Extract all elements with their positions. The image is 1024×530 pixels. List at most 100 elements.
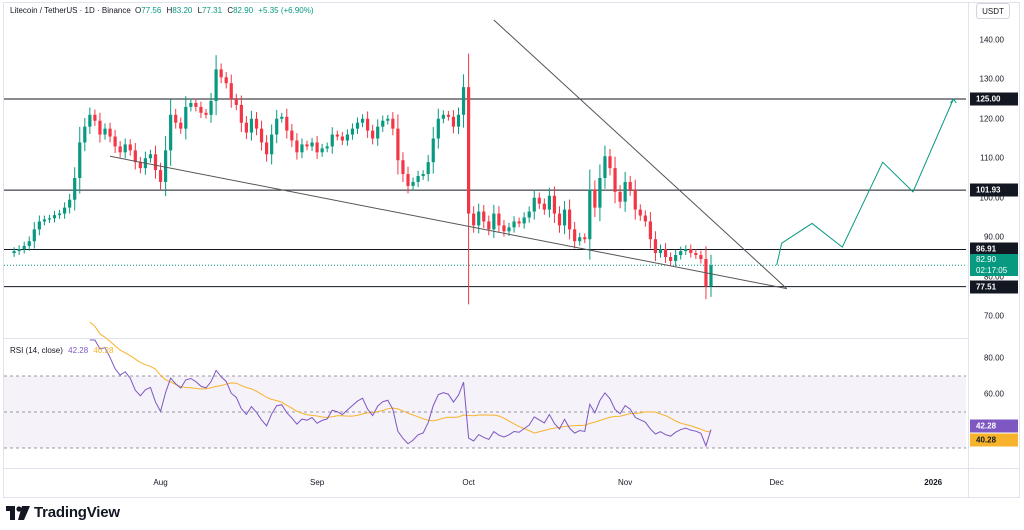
candle-body xyxy=(381,120,385,127)
candle-body xyxy=(350,128,355,135)
candle-body xyxy=(709,265,713,287)
candle-body xyxy=(148,154,153,159)
candle-body xyxy=(169,114,173,151)
candle-body xyxy=(461,87,466,115)
candle-body xyxy=(103,128,107,135)
candle-body xyxy=(219,69,223,78)
candle-body xyxy=(694,253,698,256)
candle-body xyxy=(259,128,264,143)
tradingview-logo-text: TradingView xyxy=(34,504,120,521)
rsi-ma-value: 40.28 xyxy=(93,346,114,355)
rsi-ma-line xyxy=(89,321,712,434)
rsi-tick-label: 80.00 xyxy=(983,353,1004,363)
last-price-value: 82.90 xyxy=(976,255,997,265)
candle-body xyxy=(209,100,213,115)
candle-body xyxy=(164,150,168,182)
candle-body xyxy=(633,189,637,210)
candle-body xyxy=(426,162,430,175)
candle-body xyxy=(406,174,410,186)
candle-body xyxy=(27,241,31,246)
candle-body xyxy=(194,102,198,107)
candle-body xyxy=(547,195,551,210)
candle-body xyxy=(517,221,521,224)
candle-body xyxy=(416,176,420,182)
candle-body xyxy=(68,199,72,208)
candle-body xyxy=(270,134,274,155)
candle-body xyxy=(608,156,612,169)
currency-button[interactable]: USDT xyxy=(976,3,1010,19)
last-price-label: 82.90 02:17:05 xyxy=(970,254,1018,277)
candle-body xyxy=(663,249,668,257)
candle-body xyxy=(674,255,678,261)
candle-body xyxy=(467,87,471,214)
candle-body xyxy=(593,189,597,208)
candle-body xyxy=(290,130,294,141)
price-tick-label: 130.00 xyxy=(979,74,1004,84)
candle-body xyxy=(52,215,57,219)
candle-body xyxy=(88,114,92,127)
candle-body xyxy=(451,116,456,127)
candle-body xyxy=(497,213,501,226)
candle-body xyxy=(679,251,683,256)
candle-body xyxy=(588,189,592,240)
pane-separator[interactable] xyxy=(3,338,968,339)
rsi-line xyxy=(89,339,712,448)
candle-body xyxy=(310,142,314,147)
candle-body xyxy=(174,114,178,123)
symbol-legend[interactable]: Litecoin / TetherUS · 1D · Binance O77.5… xyxy=(10,6,317,15)
rsi-title[interactable]: RSI (14, close) xyxy=(10,346,63,355)
candle-body xyxy=(401,160,405,175)
candle-body xyxy=(628,181,632,190)
candle-body xyxy=(204,112,208,115)
high-value: 83.20 xyxy=(172,6,193,15)
candle-body xyxy=(184,106,188,129)
rsi-ma-last-label: 40.28 xyxy=(970,433,1018,447)
tradingview-logo[interactable]: TradingView xyxy=(6,504,120,521)
candle-body xyxy=(613,168,617,192)
candle-body xyxy=(189,102,193,107)
time-tick-label: Oct xyxy=(462,478,475,487)
candle-body xyxy=(265,142,269,155)
candle-body xyxy=(285,116,289,131)
candle-body xyxy=(234,99,238,105)
candle-body xyxy=(138,162,142,169)
price-tick-label: 90.00 xyxy=(983,232,1004,242)
candle-body xyxy=(527,211,531,218)
price-axis-separator xyxy=(968,2,969,498)
time-tick-label: Aug xyxy=(153,478,168,487)
candle-body xyxy=(492,213,496,230)
countdown-value: 02:17:05 xyxy=(976,266,1008,276)
candle-body xyxy=(411,181,415,186)
rsi-tick-label: 60.00 xyxy=(983,389,1004,399)
candle-body xyxy=(22,245,26,250)
high-label: H xyxy=(166,6,173,15)
tradingview-logo-icon xyxy=(6,505,30,520)
candle-body xyxy=(57,213,62,216)
price-tick-label: 80.00 xyxy=(983,272,1004,282)
candle-body xyxy=(108,128,112,137)
candle-body xyxy=(340,136,344,141)
price-tick-label: 140.00 xyxy=(979,35,1004,45)
open-label: O xyxy=(135,6,142,15)
candle-body xyxy=(658,249,663,254)
candle-body xyxy=(507,227,511,232)
candle-body xyxy=(93,114,97,121)
candle-body xyxy=(537,197,541,204)
candle-body xyxy=(648,221,652,240)
candle-body xyxy=(552,195,557,214)
rsi-legend[interactable]: RSI (14, close) 42.28 40.28 xyxy=(10,346,113,355)
candle-body xyxy=(275,118,279,135)
candle-body xyxy=(32,229,36,242)
trendline xyxy=(493,19,788,289)
rsi-value: 42.28 xyxy=(68,346,89,355)
candle-body xyxy=(249,118,254,133)
level-price-label: 77.51 xyxy=(970,280,1018,294)
candle-body xyxy=(153,154,158,171)
candle-body xyxy=(684,249,688,252)
low-value: 77.31 xyxy=(202,6,223,15)
candle-body xyxy=(133,150,137,163)
candle-body xyxy=(244,122,248,133)
rsi-last-label: 42.28 xyxy=(970,419,1018,433)
symbol-name[interactable]: Litecoin / TetherUS · 1D · Binance xyxy=(10,6,131,15)
